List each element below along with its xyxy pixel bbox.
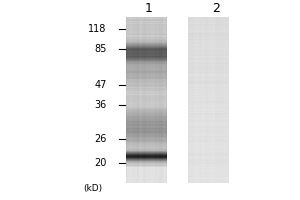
Text: 85: 85 xyxy=(94,44,106,54)
Text: (kD): (kD) xyxy=(83,184,103,194)
Text: 26: 26 xyxy=(94,134,106,144)
Text: 118: 118 xyxy=(88,24,106,34)
Text: 20: 20 xyxy=(94,158,106,168)
Text: 2: 2 xyxy=(212,2,220,16)
Text: 1: 1 xyxy=(145,2,152,16)
Text: 36: 36 xyxy=(94,100,106,110)
Text: 47: 47 xyxy=(94,80,106,90)
